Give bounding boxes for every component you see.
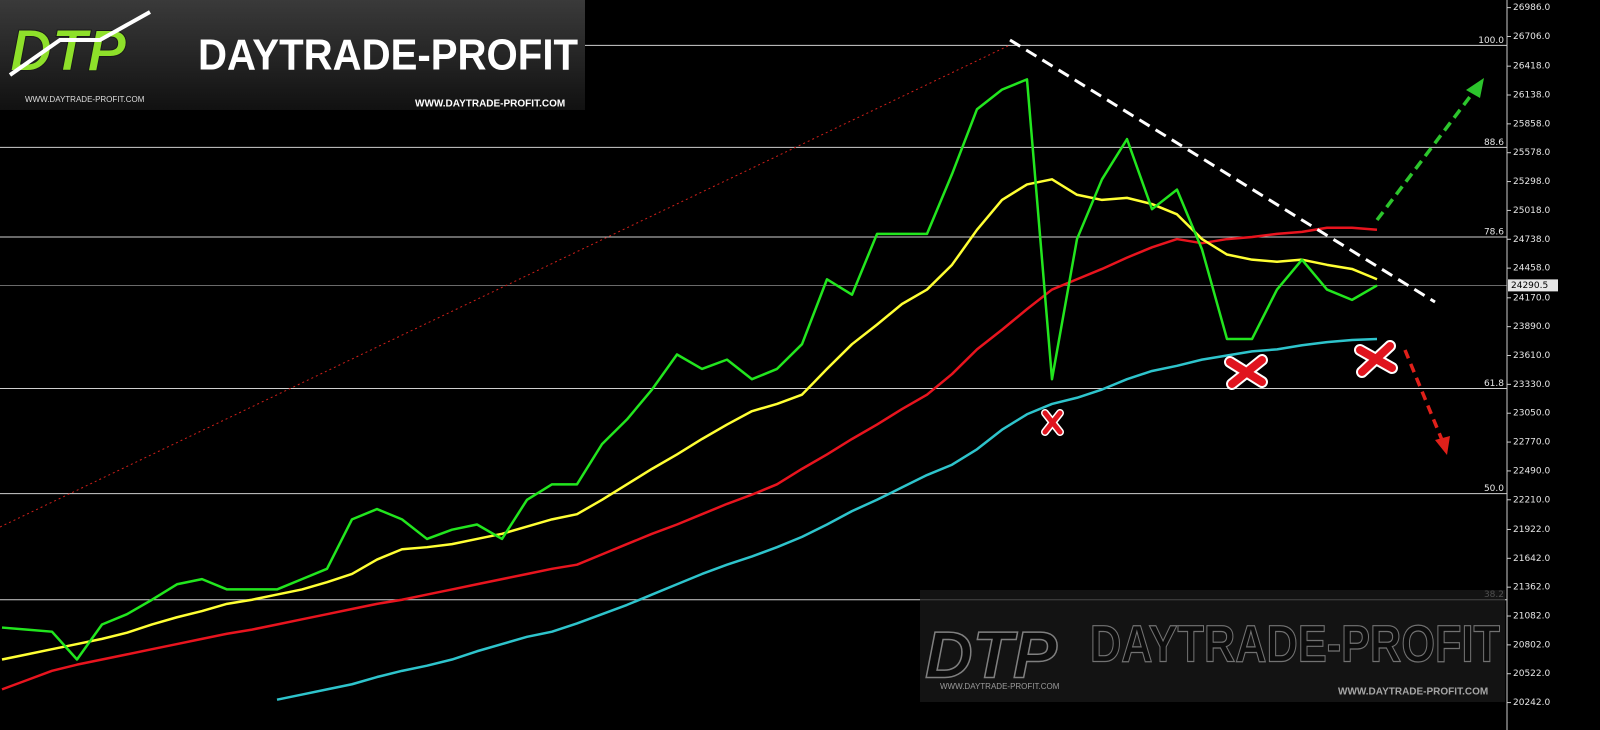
- y-tick-label: 23610.0: [1513, 351, 1550, 361]
- logo-url: WWW.DAYTRADE-PROFIT.COM: [25, 95, 145, 104]
- y-tick-label: 25018.0: [1513, 206, 1550, 216]
- y-tick-label: 25578.0: [1513, 148, 1550, 158]
- series-line: [1, 178, 1378, 661]
- down-arrow: [1403, 349, 1450, 455]
- y-tick-label: 20242.0: [1513, 698, 1550, 708]
- y-tick-label: 20802.0: [1513, 640, 1550, 650]
- level-label: 88.6: [1484, 138, 1504, 148]
- y-tick-label: 21362.0: [1513, 583, 1550, 593]
- y-tick-label: 26138.0: [1513, 91, 1550, 101]
- y-tick-label: 21922.0: [1513, 525, 1550, 535]
- y-tick-label: 22490.0: [1513, 466, 1550, 476]
- y-tick-label: 23330.0: [1513, 380, 1550, 390]
- y-tick-label: 25298.0: [1513, 177, 1550, 187]
- series-line: [276, 337, 1378, 701]
- level-label: 78.6: [1484, 228, 1504, 238]
- x-mark: [1354, 340, 1398, 378]
- watermark-url: WWW.DAYTRADE-PROFIT.COM: [940, 682, 1060, 691]
- y-tick-label: 22210.0: [1513, 495, 1550, 505]
- watermark-name: DAYTRADE-PROFIT: [1090, 616, 1500, 674]
- level-label: 61.8: [1484, 379, 1504, 389]
- y-tick-label: 24170.0: [1513, 293, 1550, 303]
- y-tick-label: 21642.0: [1513, 554, 1550, 564]
- series-line: [1, 226, 1378, 691]
- y-tick-label: 26986.0: [1513, 3, 1550, 13]
- watermark-mark: DTP: [925, 617, 1058, 691]
- y-tick-label: 26418.0: [1513, 62, 1550, 72]
- logo-name: DAYTRADE-PROFIT: [198, 31, 578, 80]
- y-tick-label: 22770.0: [1513, 438, 1550, 448]
- y-tick-label: 26706.0: [1513, 32, 1550, 42]
- up-arrow: [1375, 78, 1484, 222]
- watermark: DTP DAYTRADE-PROFIT WWW.DAYTRADE-PROFIT.…: [920, 590, 1505, 702]
- y-tick-label: 21082.0: [1513, 612, 1550, 622]
- x-mark: [1224, 354, 1268, 390]
- x-mark: [1041, 409, 1064, 436]
- logo-url: WWW.DAYTRADE-PROFIT.COM: [415, 99, 565, 110]
- series-line: [1, 78, 1378, 661]
- level-label: 100.0: [1478, 36, 1504, 46]
- resistance-line: [1009, 38, 1436, 304]
- y-tick-label: 24738.0: [1513, 235, 1550, 245]
- level-label: 50.0: [1484, 484, 1504, 494]
- y-tick-label: 23050.0: [1513, 409, 1550, 419]
- y-axis: 26986.0 26706.0 26418.0 26138.0 25858.0 25578…: [1506, 0, 1600, 730]
- price-label: 24290.5: [1511, 281, 1548, 291]
- trend-line: [0, 44, 1011, 528]
- y-tick-label: 25858.0: [1513, 119, 1550, 129]
- series-lines: [1, 78, 1378, 701]
- y-tick-label: 24458.0: [1513, 264, 1550, 274]
- logo-mark: DTP: [10, 18, 126, 83]
- logo: DTP DAYTRADE-PROFIT WWW.DAYTRADE-PROFIT.…: [0, 0, 585, 110]
- y-tick-label: 20522.0: [1513, 669, 1550, 679]
- y-tick-label: 23890.0: [1513, 322, 1550, 332]
- price-tag: [1508, 279, 1558, 292]
- watermark-url: WWW.DAYTRADE-PROFIT.COM: [1338, 687, 1488, 698]
